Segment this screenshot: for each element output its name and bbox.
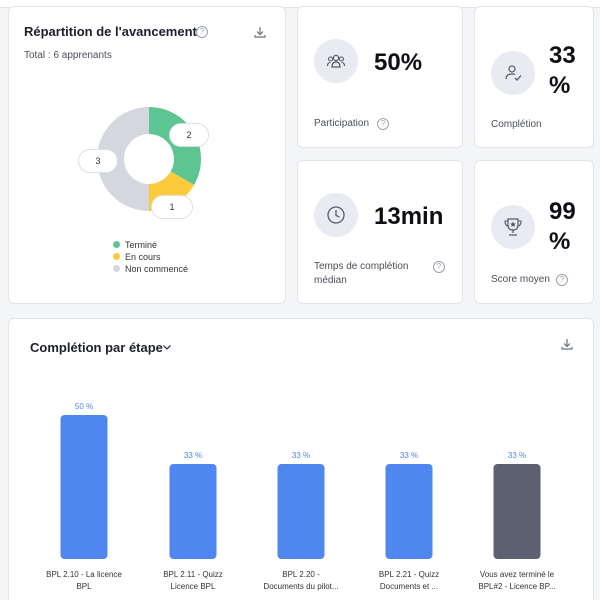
bar-value-label: 33 % <box>508 451 526 460</box>
participation-value: 50% <box>374 49 423 76</box>
average-score-label: Score moyen <box>491 274 550 285</box>
help-icon[interactable]: ? <box>196 26 208 38</box>
category-label: Documents du pilot... <box>263 582 338 591</box>
progress-distribution-card: Répartition de l'avancement ? Total : 6 … <box>8 6 286 304</box>
callout-termine: 2 <box>169 123 209 147</box>
average-score-value: 99 % <box>549 198 576 255</box>
completion-by-step-title[interactable]: Complétion par étape <box>30 340 163 355</box>
bar-1[interactable] <box>60 415 108 559</box>
bar-value-label: 33 % <box>292 451 310 460</box>
legend-item-en-cours: En cours <box>113 251 188 263</box>
participation-card: 50% Participation ? <box>297 6 463 148</box>
category-label: BPL 2.21 - Quizz <box>379 570 439 579</box>
chevron-down-icon[interactable] <box>161 341 173 353</box>
download-icon[interactable] <box>253 25 267 39</box>
category-label: BPL 2.20 - <box>282 570 320 579</box>
progress-distribution-title: Répartition de l'avancement <box>24 24 197 39</box>
users-icon <box>314 39 358 83</box>
bar-2[interactable] <box>169 463 217 559</box>
completion-label: Complétion <box>491 119 542 130</box>
participation-label: Participation <box>314 118 370 129</box>
completion-bar-chart: 50 % BPL 2.10 - La licence BPL 33 % BPL 2.11… <box>46 402 555 591</box>
median-time-value: 13min <box>374 203 444 230</box>
legend-dot-icon <box>113 241 120 249</box>
legend-dot-icon <box>113 265 120 273</box>
donut-slice-non-commencé[interactable] <box>97 107 149 211</box>
legend-label: Terminé <box>125 240 158 250</box>
donut-legend: Terminé En cours Non commencé <box>113 239 188 275</box>
download-icon[interactable] <box>560 337 574 351</box>
completion-by-step-card: Complétion par étape 50 % BPL 2.10 - La l… <box>8 318 594 600</box>
help-icon[interactable]: ? <box>377 118 389 130</box>
trophy-icon <box>491 205 535 249</box>
median-time-label: Temps de complétion médian <box>314 261 409 286</box>
legend-item-termine: Terminé <box>113 239 188 251</box>
bar-value-label: 33 % <box>184 451 202 460</box>
category-label: Documents et ... <box>380 582 438 591</box>
category-label: BPL 2.11 - Quizz <box>163 570 223 579</box>
help-icon[interactable]: ? <box>556 274 568 286</box>
legend-label: Non commencé <box>125 264 189 274</box>
category-label: Vous avez terminé le <box>480 570 555 579</box>
clock-icon <box>314 193 358 237</box>
category-label: BPL 2.10 - La licence <box>46 570 122 579</box>
legend-dot-icon <box>113 253 120 261</box>
category-label: Licence BPL <box>171 582 216 591</box>
completion-card: 33 % Complétion <box>474 6 594 148</box>
bar-5[interactable] <box>493 463 541 559</box>
completion-value: 33 % <box>549 42 576 99</box>
callout-non-commence: 3 <box>78 149 118 173</box>
category-label: BPL <box>76 582 92 591</box>
total-learners: Total : 6 apprenants <box>24 50 112 61</box>
legend-label: En cours <box>125 252 161 262</box>
callout-en-cours: 1 <box>151 195 193 219</box>
category-label: BPL#2 - Licence BP... <box>478 582 555 591</box>
bar-value-label: 33 % <box>400 451 418 460</box>
legend-item-non-commence: Non commencé <box>113 263 188 275</box>
help-icon[interactable]: ? <box>433 261 445 273</box>
average-score-card: 99 % Score moyen ? <box>474 160 594 304</box>
bar-3[interactable] <box>277 463 325 559</box>
user-check-icon <box>491 51 535 95</box>
median-time-card: 13min Temps de complétion médian ? <box>297 160 463 304</box>
bar-value-label: 50 % <box>75 402 93 411</box>
bar-4[interactable] <box>385 463 433 559</box>
